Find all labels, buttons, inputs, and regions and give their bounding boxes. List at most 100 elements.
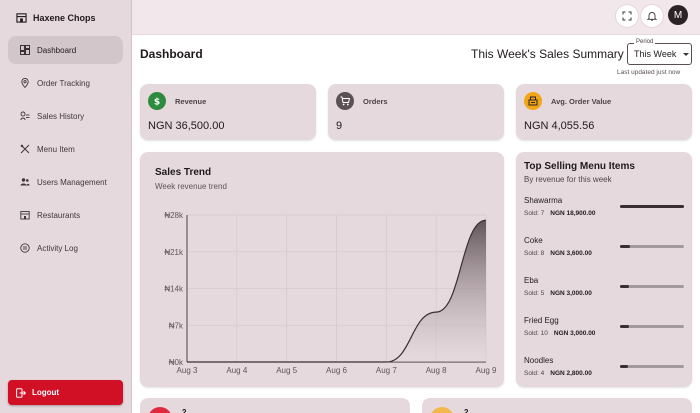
- sidebar-item-dashboard[interactable]: Dashboard: [8, 36, 123, 64]
- dollar-icon: $: [148, 92, 166, 110]
- x-tick-label: Aug 3: [177, 366, 198, 375]
- item-name: Coke: [524, 236, 543, 245]
- x-tick-label: Aug 5: [276, 366, 297, 375]
- revenue-bar: [620, 365, 684, 368]
- list-item[interactable]: Noodles Sold: 4 NGN 2,800.00: [524, 356, 684, 386]
- stat-card-revenue: $ Revenue NGN 36,500.00: [140, 84, 316, 140]
- bottom-card-1: 2: [140, 398, 410, 413]
- activity-icon: [20, 243, 30, 253]
- y-tick-label: ₦28k: [164, 211, 184, 220]
- top-selling-title: Top Selling Menu Items: [524, 161, 635, 172]
- item-meta: Sold: 10 NGN 3,000.00: [524, 330, 595, 337]
- x-tick-label: Aug 9: [476, 366, 497, 375]
- sold-count: 10: [540, 330, 548, 337]
- sidebar: Haxene Chops Dashboard Order Tracking Sa…: [0, 0, 132, 413]
- summary-title: This Week's Sales Summary: [471, 47, 624, 61]
- revenue-bar-fill: [620, 205, 684, 208]
- list-item[interactable]: Eba Sold: 5 NGN 3,000.00: [524, 276, 684, 306]
- dashboard-icon: [20, 45, 30, 55]
- sidebar-item-restaurants[interactable]: Restaurants: [8, 201, 123, 229]
- sidebar-item-label: Sales History: [37, 111, 85, 121]
- item-meta: Sold: 8 NGN 3,600.00: [524, 250, 592, 257]
- item-meta: Sold: 5 NGN 3,000.00: [524, 290, 592, 297]
- sold-prefix: Sold:: [524, 370, 539, 377]
- topbar: M: [132, 0, 700, 35]
- fullscreen-button[interactable]: [616, 5, 638, 27]
- sidebar-item-label: Menu Item: [37, 144, 75, 154]
- register-icon: [524, 92, 542, 110]
- bottom-card-2: 2: [422, 398, 692, 413]
- brand-name: Haxene Chops: [33, 12, 96, 23]
- chart-subtitle: Week revenue trend: [155, 182, 227, 191]
- revenue-bar: [620, 205, 684, 208]
- users-icon: [20, 178, 30, 186]
- sold-count: 7: [540, 210, 545, 217]
- bell-icon: [647, 12, 657, 21]
- chevron-down-icon: [683, 52, 690, 56]
- x-tick-label: Aug 7: [376, 366, 397, 375]
- logout-button[interactable]: Logout: [8, 380, 123, 405]
- y-tick-label: ₦0k: [169, 358, 184, 367]
- top-selling-card: Top Selling Menu Items By revenue for th…: [516, 152, 692, 387]
- sidebar-item-label: Activity Log: [37, 243, 78, 253]
- last-updated: Last updated just now: [617, 69, 681, 76]
- sidebar-item-order-tracking[interactable]: Order Tracking: [8, 69, 123, 97]
- revenue-bar: [620, 285, 684, 288]
- sidebar-item-label: Users Management: [37, 177, 107, 187]
- avatar[interactable]: M: [668, 5, 688, 25]
- sidebar-item-menu-item[interactable]: Menu Item: [8, 135, 123, 163]
- logout-label: Logout: [32, 388, 60, 397]
- item-revenue: NGN 2,800.00: [550, 370, 592, 377]
- brand[interactable]: Haxene Chops: [0, 0, 131, 23]
- stat-value: NGN 4,055.56: [524, 120, 595, 132]
- sold-count: 8: [540, 250, 545, 257]
- y-tick-label: ₦7k: [169, 321, 184, 330]
- top-selling-subtitle: By revenue for this week: [524, 175, 612, 184]
- list-item[interactable]: Fried Egg Sold: 10 NGN 3,000.00: [524, 316, 684, 346]
- sold-prefix: Sold:: [524, 330, 539, 337]
- sales-trend-chart: ₦0k ₦7k ₦14k ₦21k ₦28k Aug 3 Aug 4 Aug 5 Aug 6 Au…: [164, 211, 497, 375]
- series-line: [186, 219, 487, 363]
- stat-label: Avg. Order Value: [551, 97, 612, 106]
- sold-count: 5: [540, 290, 545, 297]
- sales-trend-card: Sales Trend Week revenue trend ₦0k ₦7k ₦14…: [140, 152, 504, 387]
- sold-count: 4: [540, 370, 545, 377]
- sold-prefix: Sold:: [524, 210, 539, 217]
- revenue-bar-fill: [620, 285, 629, 288]
- item-revenue: NGN 18,900.00: [550, 210, 596, 217]
- stat-label: Orders: [363, 97, 388, 106]
- item-revenue: NGN 3,000.00: [550, 290, 592, 297]
- sidebar-item-sales-history[interactable]: Sales History: [8, 102, 123, 130]
- list-item[interactable]: Shawarma Sold: 7 NGN 18,900.00: [524, 196, 684, 226]
- x-tick-label: Aug 8: [426, 366, 447, 375]
- sidebar-item-label: Restaurants: [37, 210, 81, 220]
- stat-label: Revenue: [175, 97, 207, 106]
- item-meta: Sold: 4 NGN 2,800.00: [524, 370, 592, 377]
- map-pin-icon: [21, 78, 29, 88]
- sidebar-item-activity-log[interactable]: Activity Log: [8, 234, 123, 262]
- period-label: Period: [634, 39, 656, 45]
- revenue-bar: [620, 245, 684, 248]
- sold-prefix: Sold:: [524, 250, 539, 257]
- item-revenue: NGN 3,600.00: [550, 250, 592, 257]
- bottom-card-label: 2: [464, 408, 469, 413]
- chart-title: Sales Trend: [155, 167, 212, 178]
- sold-prefix: Sold:: [524, 290, 539, 297]
- y-tick-label: ₦21k: [164, 248, 184, 257]
- store-icon: [16, 13, 27, 23]
- item-name: Shawarma: [524, 196, 563, 205]
- list-item[interactable]: Coke Sold: 8 NGN 3,600.00: [524, 236, 684, 266]
- stat-value: NGN 36,500.00: [148, 120, 225, 132]
- stat-card-avg-order: Avg. Order Value NGN 4,055.56: [516, 84, 692, 140]
- item-revenue: NGN 3,000.00: [553, 330, 596, 337]
- fullscreen-icon: [622, 11, 632, 21]
- bottom-card-label: 2: [182, 408, 187, 413]
- period-select[interactable]: Period This Week: [627, 39, 692, 65]
- series-area: [187, 220, 486, 362]
- notifications-button[interactable]: [641, 5, 663, 27]
- stat-card-orders: Orders 9: [328, 84, 504, 140]
- utensils-icon: [20, 144, 30, 154]
- sidebar-item-label: Order Tracking: [37, 78, 90, 88]
- item-name: Eba: [524, 276, 539, 285]
- sidebar-item-users-management[interactable]: Users Management: [8, 168, 123, 196]
